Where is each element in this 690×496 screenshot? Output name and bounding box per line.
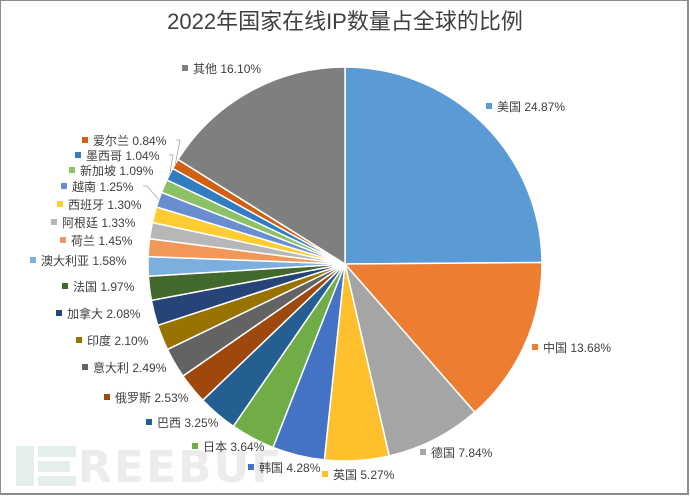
data-label: 俄罗斯 2.53% bbox=[104, 389, 188, 406]
data-label: 法国 1.97% bbox=[62, 278, 134, 295]
label-text: 印度 2.10% bbox=[87, 334, 149, 348]
label-text: 中国 13.68% bbox=[543, 341, 612, 355]
legend-swatch bbox=[75, 152, 81, 158]
data-label: 英国 5.27% bbox=[322, 466, 394, 483]
data-label: 阿根廷 1.33% bbox=[51, 214, 135, 231]
label-text: 美国 24.87% bbox=[497, 100, 566, 114]
legend-swatch bbox=[82, 364, 88, 370]
legend-swatch bbox=[532, 344, 538, 350]
label-text: 法国 1.97% bbox=[73, 280, 135, 294]
data-label: 美国 24.87% bbox=[486, 98, 565, 115]
legend-swatch bbox=[486, 103, 492, 109]
label-text: 新加坡 1.09% bbox=[80, 164, 154, 178]
legend-swatch bbox=[30, 257, 36, 263]
legend-swatch bbox=[62, 283, 68, 289]
data-label: 日本 3.64% bbox=[192, 438, 264, 455]
legend-swatch bbox=[420, 449, 426, 455]
legend-swatch bbox=[248, 464, 254, 470]
pie-slice bbox=[344, 263, 476, 457]
label-text: 荷兰 1.45% bbox=[71, 234, 133, 248]
leader-line bbox=[174, 139, 181, 165]
legend-swatch bbox=[82, 137, 88, 143]
label-text: 俄罗斯 2.53% bbox=[115, 391, 189, 405]
leader-lines bbox=[143, 139, 181, 200]
data-label: 澳大利亚 1.58% bbox=[30, 252, 126, 269]
legend-swatch bbox=[60, 237, 66, 243]
data-label: 荷兰 1.45% bbox=[60, 232, 132, 249]
label-text: 加拿大 2.08% bbox=[67, 307, 141, 321]
data-label: 巴西 3.25% bbox=[146, 414, 218, 431]
legend-swatch bbox=[56, 310, 62, 316]
legend-swatch bbox=[57, 201, 63, 207]
label-text: 澳大利亚 1.58% bbox=[41, 254, 127, 268]
label-text: 越南 1.25% bbox=[72, 180, 134, 194]
data-label: 韩国 4.28% bbox=[248, 459, 320, 476]
legend-swatch bbox=[104, 394, 110, 400]
legend-swatch bbox=[69, 167, 75, 173]
label-text: 爱尔兰 0.84% bbox=[93, 134, 167, 148]
pie-slice bbox=[176, 66, 346, 266]
data-label: 越南 1.25% bbox=[61, 178, 133, 195]
data-label: 中国 13.68% bbox=[532, 339, 611, 356]
label-text: 德国 7.84% bbox=[431, 446, 493, 460]
label-text: 西班牙 1.30% bbox=[68, 198, 142, 212]
legend-swatch bbox=[76, 337, 82, 343]
label-text: 墨西哥 1.04% bbox=[86, 149, 160, 163]
label-text: 其他 16.10% bbox=[193, 62, 262, 76]
legend-swatch bbox=[182, 65, 188, 71]
pie-slices bbox=[147, 66, 543, 462]
legend-swatch bbox=[192, 443, 198, 449]
legend-swatch bbox=[51, 219, 57, 225]
data-label: 新加坡 1.09% bbox=[69, 162, 153, 179]
label-text: 日本 3.64% bbox=[203, 440, 265, 454]
watermark-text: REEBUF bbox=[78, 442, 284, 493]
label-text: 韩国 4.28% bbox=[259, 461, 321, 475]
pie-slice bbox=[343, 261, 543, 414]
data-label: 印度 2.10% bbox=[76, 332, 148, 349]
pie-slice bbox=[344, 66, 543, 265]
label-text: 阿根廷 1.33% bbox=[62, 216, 136, 230]
label-text: 意大利 2.49% bbox=[93, 361, 167, 375]
data-label: 加拿大 2.08% bbox=[56, 305, 140, 322]
data-label: 其他 16.10% bbox=[182, 60, 261, 77]
data-label: 德国 7.84% bbox=[420, 444, 492, 461]
legend-swatch bbox=[146, 419, 152, 425]
chart-title: 2022年国家在线IP数量占全球的比例 bbox=[167, 9, 523, 34]
data-label: 西班牙 1.30% bbox=[57, 196, 141, 213]
label-text: 英国 5.27% bbox=[333, 468, 395, 482]
label-text: 巴西 3.25% bbox=[157, 416, 219, 430]
data-label: 爱尔兰 0.84% bbox=[82, 132, 166, 149]
data-label: 墨西哥 1.04% bbox=[75, 147, 159, 164]
legend-swatch bbox=[322, 471, 328, 477]
leader-line bbox=[143, 185, 160, 200]
legend-swatch bbox=[61, 183, 67, 189]
leader-line bbox=[169, 154, 174, 175]
data-label: 意大利 2.49% bbox=[82, 359, 166, 376]
